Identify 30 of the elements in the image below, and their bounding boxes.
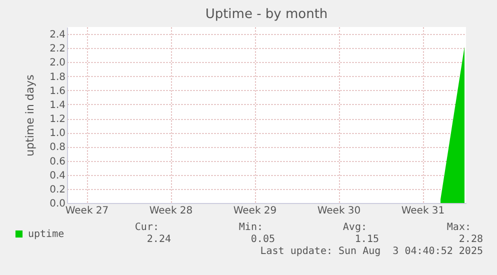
text: 0.05 [250,234,275,245]
x-tick-label: Week 30 [317,206,361,216]
text: Avg: [342,222,367,233]
chart-title: Uptime - by month [205,7,328,22]
y-tick-label: 0.8 [50,142,66,154]
text: Cur: [134,222,159,233]
y-axis-title: uptime in days [24,74,37,156]
y-tick-label: 2.2 [50,44,66,55]
text: Last update: Sun Aug 3 04:40:52 2025 [260,246,483,257]
y-tick-label: 0.0 [50,198,66,210]
text: 2.24 [146,234,171,245]
text: Min: [238,222,263,233]
x-tick-label: Week 29 [233,206,277,216]
y-tick-label: 1.2 [50,114,66,126]
legend-label: uptime [28,229,64,240]
x-tick-label: Week 27 [65,206,109,216]
y-tick-label: 2.0 [50,58,66,69]
y-tick-label: 1.4 [50,100,66,111]
y-tick-label: 2.4 [50,30,66,41]
y-tick-label: 1.8 [50,72,66,83]
y-tick-label: 0.2 [50,184,66,196]
y-tick-label: 1.6 [50,86,66,97]
text: Max: [446,222,471,233]
x-tick-label: Week 31 [401,206,445,216]
text: 2.28 [458,234,483,245]
y-tick-label: 0.6 [50,156,66,168]
y-tick-label: 0.4 [50,170,66,182]
y-tick-label: 1.0 [50,128,66,140]
x-tick-label: Week 28 [149,206,193,216]
text: 1.15 [354,234,379,245]
